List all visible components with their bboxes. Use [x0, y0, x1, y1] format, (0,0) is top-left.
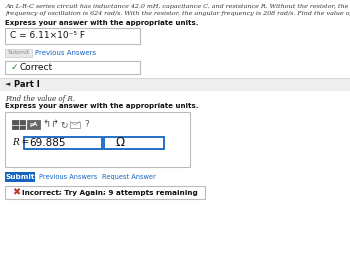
Bar: [24, 137, 102, 149]
Text: Incorrect; Try Again; 9 attempts remaining: Incorrect; Try Again; 9 attempts remaini…: [22, 190, 198, 195]
Text: ↰: ↰: [42, 119, 50, 129]
Text: ◄: ◄: [5, 82, 10, 88]
Bar: [12, 120, 25, 129]
Bar: [5, 186, 205, 199]
Text: R =: R =: [12, 138, 29, 147]
Text: ↱: ↱: [51, 119, 59, 129]
Bar: [27, 120, 40, 129]
Bar: [5, 172, 35, 182]
Text: Express your answer with the appropriate units.: Express your answer with the appropriate…: [5, 103, 198, 109]
Bar: [70, 122, 80, 128]
Bar: [5, 112, 190, 167]
Text: 69.885: 69.885: [29, 138, 65, 148]
Text: C = 6.11×10⁻⁵ F: C = 6.11×10⁻⁵ F: [10, 32, 85, 41]
Text: Correct: Correct: [19, 63, 52, 72]
Text: ✓: ✓: [11, 63, 19, 72]
Text: frequency of oscillation is 624 rad/s. With the resistor, the angular frequency : frequency of oscillation is 624 rad/s. W…: [5, 11, 350, 16]
Bar: [0, 78, 350, 91]
Text: Previous Answers: Previous Answers: [39, 174, 97, 180]
Bar: [5, 28, 140, 44]
Text: Previous Answers: Previous Answers: [35, 50, 96, 56]
Bar: [104, 137, 164, 149]
Text: Express your answer with the appropriate units.: Express your answer with the appropriate…: [5, 20, 198, 26]
Bar: [5, 61, 140, 74]
Text: ↻: ↻: [60, 120, 68, 129]
Bar: [5, 49, 32, 57]
Text: Request Answer: Request Answer: [102, 174, 156, 180]
Text: Ω: Ω: [116, 136, 125, 149]
Text: Part I: Part I: [14, 80, 40, 89]
Text: ?: ?: [85, 120, 89, 129]
Text: Find the value of R.: Find the value of R.: [5, 95, 75, 103]
Text: ✖: ✖: [12, 188, 20, 198]
Text: An L-R-C series circuit has inductance 42.0 mH, capacitance C, and resistance R.: An L-R-C series circuit has inductance 4…: [5, 4, 350, 9]
Text: Submit: Submit: [7, 50, 30, 55]
Text: μA: μA: [29, 122, 38, 127]
Text: Submit: Submit: [5, 174, 35, 180]
